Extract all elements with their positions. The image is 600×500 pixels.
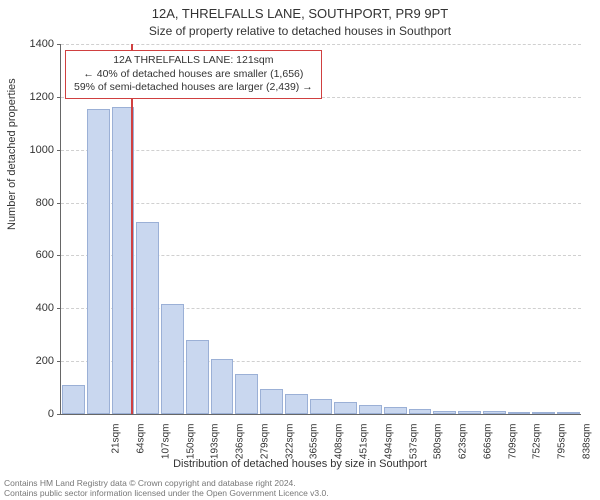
y-tick-mark xyxy=(57,97,61,98)
y-tick-label: 1200 xyxy=(0,91,54,103)
histogram-bar xyxy=(334,402,357,414)
y-tick-label: 400 xyxy=(0,302,54,314)
chart-title-line1: 12A, THRELFALLS LANE, SOUTHPORT, PR9 9PT xyxy=(0,6,600,21)
y-tick-label: 600 xyxy=(0,249,54,261)
histogram-bar xyxy=(310,399,333,414)
y-tick-mark xyxy=(57,308,61,309)
grid-line xyxy=(61,203,581,204)
y-tick-mark xyxy=(57,361,61,362)
y-tick-mark xyxy=(57,150,61,151)
property-marker-line xyxy=(131,44,133,414)
y-tick-label: 0 xyxy=(0,408,54,420)
histogram-bar xyxy=(433,411,456,414)
footer-line1: Contains HM Land Registry data © Crown c… xyxy=(4,478,596,488)
annotation-line: 12A THRELFALLS LANE: 121sqm xyxy=(74,54,313,68)
histogram-bar xyxy=(235,374,258,414)
histogram-bar xyxy=(508,412,531,414)
y-tick-label: 1000 xyxy=(0,144,54,156)
histogram-bar xyxy=(161,304,184,414)
y-tick-label: 200 xyxy=(0,355,54,367)
histogram-bar xyxy=(458,411,481,414)
grid-line xyxy=(61,150,581,151)
histogram-bar xyxy=(532,412,555,414)
chart-title-line2: Size of property relative to detached ho… xyxy=(0,24,600,38)
plot-area: 12A THRELFALLS LANE: 121sqm← 40% of deta… xyxy=(60,44,581,415)
annotation-line: ← 40% of detached houses are smaller (1,… xyxy=(74,68,313,82)
y-tick-mark xyxy=(57,44,61,45)
histogram-bar xyxy=(87,109,110,414)
y-tick-label: 1400 xyxy=(0,38,54,50)
histogram-bar xyxy=(62,385,85,414)
annotation-box: 12A THRELFALLS LANE: 121sqm← 40% of deta… xyxy=(65,50,322,99)
footer-credits: Contains HM Land Registry data © Crown c… xyxy=(4,478,596,498)
chart-container: 12A, THRELFALLS LANE, SOUTHPORT, PR9 9PT… xyxy=(0,0,600,500)
y-tick-mark xyxy=(57,414,61,415)
histogram-bar xyxy=(136,222,159,414)
grid-line xyxy=(61,44,581,45)
histogram-bar xyxy=(557,412,580,414)
y-tick-mark xyxy=(57,255,61,256)
histogram-bar xyxy=(384,407,407,414)
histogram-bar xyxy=(409,409,432,414)
histogram-bar xyxy=(483,411,506,414)
histogram-bar xyxy=(359,405,382,414)
histogram-bar xyxy=(211,359,234,414)
y-tick-label: 800 xyxy=(0,197,54,209)
histogram-bar xyxy=(260,389,283,414)
x-axis-title: Distribution of detached houses by size … xyxy=(0,458,600,470)
footer-line2: Contains public sector information licen… xyxy=(4,488,596,498)
histogram-bar xyxy=(285,394,308,414)
annotation-line: 59% of semi-detached houses are larger (… xyxy=(74,81,313,95)
y-tick-mark xyxy=(57,203,61,204)
histogram-bar xyxy=(186,340,209,414)
